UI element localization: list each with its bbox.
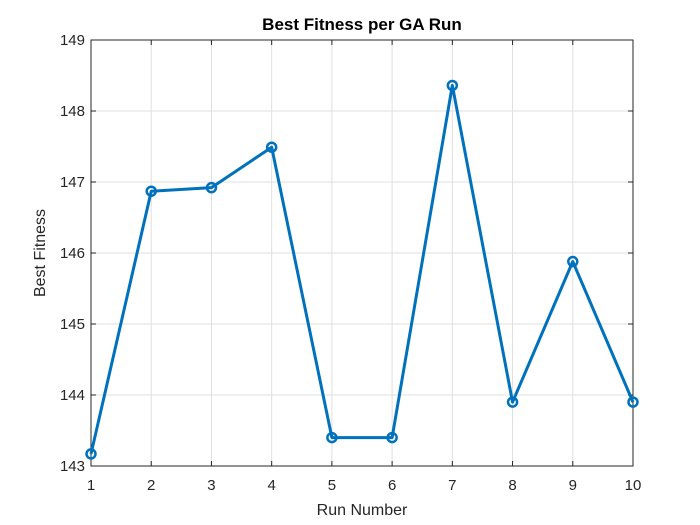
data-point	[265, 141, 278, 153]
grid	[90, 39, 634, 467]
y-tick-label: 149	[60, 32, 85, 49]
x-tick-label: 5	[328, 477, 336, 494]
x-tick-label: 4	[267, 477, 275, 494]
series	[85, 79, 639, 460]
data-point	[326, 431, 338, 444]
data-point	[85, 448, 97, 460]
x-tick-label: 1	[87, 477, 95, 494]
y-tick-label: 148	[60, 103, 85, 120]
data-point	[205, 181, 218, 194]
x-tick-label: 10	[625, 477, 642, 494]
x-tick-label: 2	[147, 477, 155, 494]
data-point	[446, 79, 459, 92]
x-tick-label: 7	[448, 477, 456, 494]
x-tick-label: 9	[569, 477, 577, 494]
data-point	[145, 185, 157, 197]
data-point	[386, 431, 398, 444]
chart-title: Best Fitness per GA Run	[262, 15, 462, 34]
x-axis: 1 2 3 4 5 6 7 8 9 10	[87, 40, 642, 494]
y-tick-label: 143	[60, 458, 85, 475]
series-line	[89, 83, 635, 455]
x-tick-label: 8	[508, 477, 516, 494]
x-tick-label: 6	[388, 477, 396, 494]
data-point	[506, 396, 519, 408]
y-tick-label: 144	[60, 387, 85, 404]
data-point	[627, 396, 639, 408]
y-tick-label: 146	[60, 245, 85, 262]
x-tick-label: 3	[207, 477, 215, 494]
data-point	[567, 255, 579, 268]
y-tick-label: 147	[60, 174, 85, 191]
y-axis-label: Best Fitness	[32, 209, 49, 297]
y-axis: 143 144 145 146 147 148 149	[60, 32, 633, 475]
y-tick-label: 145	[60, 316, 85, 333]
x-axis-label: Run Number	[317, 502, 408, 519]
